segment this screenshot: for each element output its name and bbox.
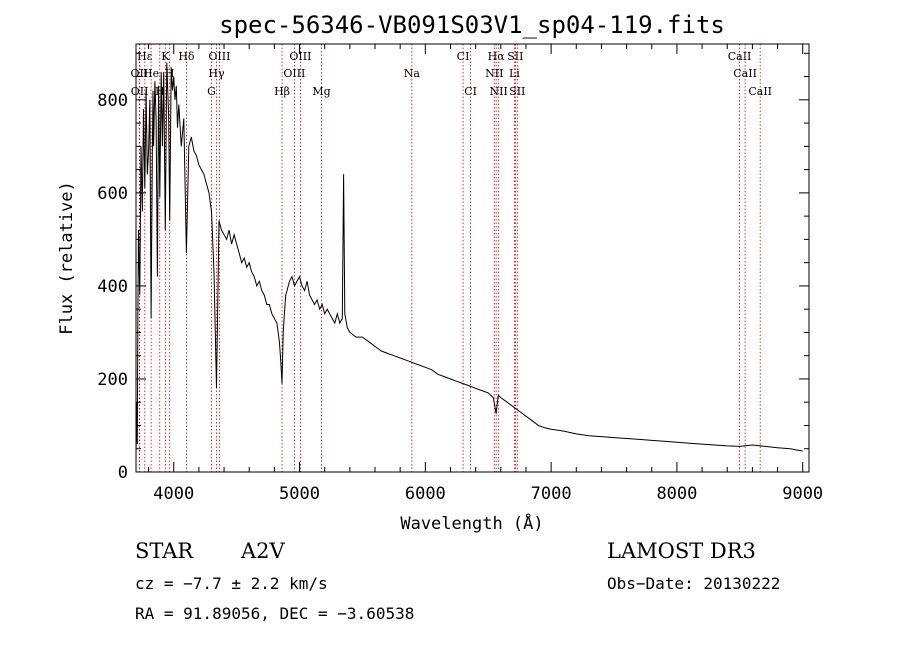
x-tick-label: 6000 xyxy=(405,484,446,504)
line-marker-label: H xyxy=(165,67,175,80)
line-marker-label: CI xyxy=(457,50,470,63)
line-marker-label: Hα xyxy=(488,50,506,63)
line-marker-label: SII xyxy=(509,85,525,98)
line-marker-label: G xyxy=(207,85,216,98)
axis-ticks: 4000 5000 6000 7000 8000 9000 0 200 400 600 800 xyxy=(97,44,823,504)
plot-frame xyxy=(135,43,810,473)
redshift-text: cz = −7.7 ± 2.2 km/s xyxy=(135,574,328,593)
line-marker-label: OIII xyxy=(289,50,311,63)
line-marker-label: CaII xyxy=(733,67,757,80)
line-marker-label: SII xyxy=(507,50,523,63)
y-tick-label: 0 xyxy=(118,463,128,483)
spectrum-series xyxy=(135,62,803,459)
line-marker-label: OIII xyxy=(208,50,230,63)
line-marker-label: CaII xyxy=(728,50,752,63)
y-axis-label: Flux (relative) xyxy=(57,181,77,335)
coordinates-text: RA = 91.89056, DEC = −3.60538 xyxy=(135,604,415,623)
line-marker-label: NII xyxy=(490,85,508,98)
line-marker-label: He xyxy=(143,67,159,80)
y-tick-label: 400 xyxy=(97,277,128,297)
y-tick-label: 600 xyxy=(97,184,128,204)
line-marker-label: Hγ xyxy=(208,67,225,80)
y-tick-label: 200 xyxy=(97,370,128,390)
line-marker-label: Na xyxy=(404,67,421,80)
x-tick-label: 8000 xyxy=(656,484,697,504)
line-marker-label: Li xyxy=(509,67,520,80)
x-tick-label: 4000 xyxy=(153,484,194,504)
object-subclass: A2V xyxy=(241,539,285,563)
line-marker-label: OII xyxy=(131,85,149,98)
line-marker-label: Mg xyxy=(312,85,330,98)
line-marker-label: H xyxy=(155,85,165,98)
line-marker-label: Hβ xyxy=(274,85,290,98)
line-marker-label: K xyxy=(161,50,170,63)
x-axis-label: Wavelength (Å) xyxy=(400,512,543,534)
line-marker-label: CI xyxy=(464,85,477,98)
x-tick-label: 7000 xyxy=(531,484,572,504)
line-marker-label: Hε xyxy=(137,50,153,63)
x-tick-label: 9000 xyxy=(782,484,823,504)
line-marker-label: CaII xyxy=(748,85,772,98)
obs-date-text: Obs−Date: 20130222 xyxy=(607,574,781,593)
survey-name: LAMOST DR3 xyxy=(607,539,756,563)
spectrum-line xyxy=(135,62,803,459)
line-marker-label: NII xyxy=(485,67,503,80)
object-class: STAR xyxy=(135,539,194,563)
chart-title: spec-56346-VB091S03V1_sp04-119.fits xyxy=(219,11,725,39)
y-tick-label: 800 xyxy=(97,91,128,111)
x-tick-label: 5000 xyxy=(279,484,320,504)
line-marker-label: OIII xyxy=(283,67,305,80)
line-marker-label: Hδ xyxy=(178,50,195,63)
